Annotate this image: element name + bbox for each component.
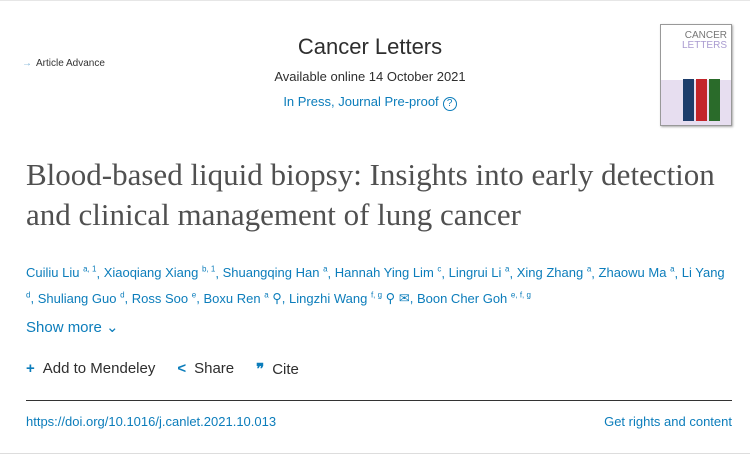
press-status[interactable]: In Press, Journal Pre-proof? [230, 94, 510, 111]
share-button[interactable]: < Share [177, 360, 234, 378]
cite-label: Cite [272, 361, 299, 378]
affiliation-sup: a [670, 265, 675, 274]
plus-icon: + [26, 360, 35, 377]
affiliation-sup: e [191, 290, 197, 300]
author-name: Lingzhi Wang [289, 290, 368, 306]
article-actions: + Add to Mendeley < Share ❞ Cite [26, 360, 299, 378]
author-name: Boon Cher Goh [416, 290, 508, 306]
affiliation-sup: f, g [370, 290, 383, 300]
author-list: Cuiliu Liu a, 1, Xiaoqiang Xiang b, 1, S… [26, 265, 725, 306]
author-name: Cuiliu Liu [26, 265, 80, 281]
author-link[interactable]: Shuangqing Han a [223, 265, 328, 280]
affiliation-sup: a, 1 [83, 265, 97, 274]
author-link[interactable]: Xiaoqiang Xiang b, 1 [104, 265, 216, 280]
affiliation-sup: a [264, 290, 269, 300]
doi-link[interactable]: https://doi.org/10.1016/j.canlet.2021.10… [26, 414, 277, 429]
author-link[interactable]: Li Yang d [26, 265, 725, 305]
divider [26, 400, 732, 401]
affiliation-sup: e, f, g [510, 290, 531, 300]
author-name: Hannah Ying Lim [334, 265, 434, 281]
affiliation-sup: a [323, 265, 328, 274]
show-more-button[interactable]: Show more ⌄ [26, 318, 119, 336]
affiliation-sup: d [26, 290, 31, 300]
share-label: Share [194, 360, 235, 377]
author-name: Zhaowu Ma [598, 265, 667, 281]
affiliation-sup: c [437, 265, 442, 274]
author-name: Boxu Ren [203, 290, 261, 306]
cover-title: CANCER LETTERS [681, 30, 727, 51]
available-online: Available online 14 October 2021 [274, 69, 466, 84]
author-link[interactable]: Cuiliu Liu a, 1 [26, 265, 96, 280]
status-label: In Press, Journal Pre-proof [283, 94, 439, 109]
author-link[interactable]: Zhaowu Ma a [599, 265, 675, 280]
author-link[interactable]: Boxu Ren a [203, 290, 269, 306]
author-link[interactable]: Shuliang Guo d [37, 290, 125, 306]
author-link[interactable]: Lingzhi Wang f, g [289, 290, 383, 306]
author-name: Lingrui Li [448, 265, 502, 281]
affiliation-sup: a [505, 265, 510, 274]
email-icon[interactable]: ✉ [395, 290, 410, 306]
author-name: Xiaoqiang Xiang [103, 265, 199, 281]
article-advance-badge[interactable]: → Article Advance [22, 58, 105, 69]
author-link[interactable]: Ross Soo e [131, 290, 197, 306]
cite-button[interactable]: ❞ Cite [256, 360, 299, 378]
author-link[interactable]: Hannah Ying Lim c [335, 265, 442, 280]
show-more-label: Show more [26, 319, 102, 336]
chevron-down-icon: ⌄ [106, 319, 119, 336]
person-icon[interactable]: ⚲ [382, 290, 396, 306]
affiliation-sup: a [586, 265, 592, 274]
author-link[interactable]: Lingrui Li a [449, 265, 510, 280]
rights-link[interactable]: Get rights and content [604, 414, 732, 429]
mendeley-label: Add to Mendeley [42, 360, 156, 377]
journal-title[interactable]: Cancer Letters [297, 34, 443, 59]
quote-icon: ❞ [256, 361, 265, 378]
affiliation-sup: b, 1 [202, 265, 216, 274]
question-circle-icon[interactable]: ? [442, 97, 457, 111]
share-icon: < [177, 360, 187, 377]
bottom-divider [0, 453, 750, 454]
journal-cover[interactable]: CANCER LETTERS [660, 24, 732, 126]
author-name: Li Yang [681, 265, 725, 281]
author-link[interactable]: Boon Cher Goh e, f, g [416, 290, 531, 306]
affiliation-sup: d [120, 290, 125, 300]
add-to-mendeley-button[interactable]: + Add to Mendeley [26, 360, 155, 378]
top-divider [0, 0, 750, 1]
article-title: Blood-based liquid biopsy: Insights into… [26, 157, 715, 232]
cover-image [696, 79, 707, 121]
cover-image [683, 79, 694, 121]
author-name: Shuangqing Han [222, 265, 320, 281]
author-link[interactable]: Xing Zhang a [517, 265, 592, 280]
arrow-icon: → [22, 58, 32, 69]
author-name: Xing Zhang [516, 265, 584, 281]
author-name: Shuliang Guo [37, 290, 117, 306]
person-icon[interactable]: ⚲ [268, 290, 282, 306]
author-name: Ross Soo [131, 290, 189, 306]
cover-image [709, 79, 720, 121]
badge-label: Article Advance [36, 58, 105, 69]
